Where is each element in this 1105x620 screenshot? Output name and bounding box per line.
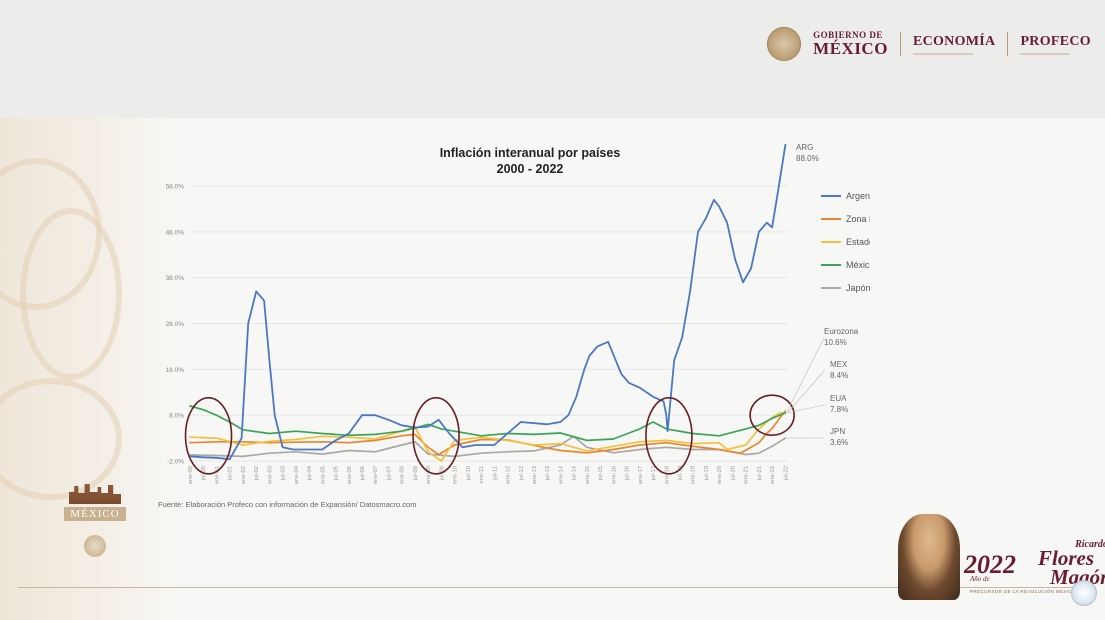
end-label-value: 3.6% — [830, 438, 848, 447]
highlight-circle — [412, 396, 460, 475]
x-tick-label: jul-08 — [413, 466, 419, 481]
end-label: EUA — [830, 394, 847, 403]
chart-source: Fuente: Elaboración Profeco con informac… — [158, 500, 416, 509]
mexico-brand-logo: MÉXICO — [64, 484, 126, 557]
x-tick-label: jul-12 — [519, 466, 525, 481]
highlight-circle — [184, 396, 233, 475]
x-tick-label: jul-13 — [545, 466, 551, 481]
x-tick-label: ene-09 — [426, 466, 432, 484]
seal-icon — [84, 535, 106, 557]
legend-label: México — [846, 260, 870, 270]
gobierno-de-mexico-logo: GOBIERNO DE MÉXICO — [813, 30, 888, 58]
x-tick-label: jul-18 — [678, 466, 684, 481]
leader-line — [787, 404, 825, 414]
x-tick-label: ene-06 — [347, 466, 353, 484]
legend-label: Zona Euro — [846, 214, 870, 224]
x-tick-label: jul-07 — [386, 466, 392, 481]
end-label-value: 7.8% — [830, 405, 848, 414]
x-tick-label: jul-05 — [334, 466, 340, 481]
x-tick-label: jul-20 — [730, 466, 736, 481]
footer-divider — [18, 587, 1078, 588]
y-tick-label: 8.0% — [169, 413, 184, 420]
x-tick-label: jul-14 — [572, 465, 578, 481]
x-tick-label: jul-03 — [281, 466, 287, 481]
y-tick-label: 18.0% — [166, 367, 185, 374]
x-tick-label: jul-02 — [254, 466, 260, 481]
x-tick-label: ene-10 — [453, 466, 459, 484]
x-tick-label: jul-04 — [307, 465, 313, 481]
badge-icon — [1071, 580, 1097, 606]
x-tick-label: ene-14 — [558, 465, 564, 484]
footer-2022-logo: 2022 Año de Ricardo Flores Magón PRECURS… — [896, 512, 1105, 612]
x-tick-label: ene-17 — [638, 466, 644, 484]
y-tick-label: -2.0% — [167, 459, 184, 466]
x-tick-label: ene-20 — [717, 466, 723, 484]
profeco-logo: PROFECO — [1020, 33, 1091, 49]
y-tick-label: 58.0% — [166, 184, 185, 191]
x-tick-label: ene-08 — [400, 466, 406, 484]
end-label: MEX — [830, 360, 848, 369]
y-tick-label: 48.0% — [166, 229, 185, 236]
x-tick-label: ene-04 — [294, 465, 300, 484]
x-tick-label: jul-21 — [757, 466, 763, 481]
series-line-méxico — [189, 405, 787, 442]
x-tick-label: jul-01 — [228, 466, 234, 481]
end-label: JPN — [830, 427, 845, 436]
series-line-argentina — [189, 143, 787, 461]
y-tick-label: 28.0% — [166, 321, 185, 328]
series-line-estados-unidos — [189, 412, 787, 462]
x-tick-label: jul-06 — [360, 466, 366, 481]
x-tick-label: ene-16 — [611, 466, 617, 484]
x-tick-label: ene-21 — [744, 466, 750, 484]
x-tick-label: ene-02 — [241, 466, 247, 484]
ricardo-flores-magon-portrait — [898, 514, 960, 600]
logo-separator — [1007, 32, 1009, 56]
legend-label: Estados Unidos — [846, 237, 870, 247]
header-band — [0, 0, 1105, 118]
x-tick-label: ene-00 — [188, 466, 194, 484]
town-silhouette-icon — [69, 484, 121, 504]
x-tick-label: jul-22 — [783, 466, 789, 481]
x-tick-label: ene-12 — [506, 466, 512, 484]
chart-subtitle: 2000 - 2022 — [497, 162, 564, 176]
y-tick-label: 38.0% — [166, 275, 185, 282]
x-tick-label: ene-05 — [320, 466, 326, 484]
x-tick-label: ene-13 — [532, 466, 538, 484]
x-tick-label: jul-16 — [625, 466, 631, 481]
end-label: Eurozona — [824, 327, 859, 336]
x-tick-label: ene-15 — [585, 466, 591, 484]
economia-logo: ECONOMÍA — [912, 33, 996, 49]
x-tick-label: jul-19 — [704, 466, 710, 481]
x-tick-label: ene-18 — [664, 466, 670, 484]
series-line-japón — [189, 435, 787, 458]
x-tick-label: jul-11 — [492, 466, 498, 481]
chart-title: Inflación interanual por países — [440, 146, 621, 160]
end-label-value: 8.4% — [830, 371, 848, 380]
national-seal-icon — [767, 27, 802, 61]
end-label: ARG — [796, 143, 813, 152]
x-tick-label: ene-11 — [479, 466, 485, 484]
legend-label: Japón — [846, 283, 870, 293]
highlight-circle — [645, 396, 693, 475]
leader-line — [787, 337, 825, 412]
end-label-value: 10.6% — [824, 338, 847, 347]
x-tick-label: ene-03 — [267, 466, 273, 484]
leader-line — [787, 370, 825, 414]
x-tick-label: ene-19 — [691, 466, 697, 484]
x-tick-label: ene-22 — [770, 466, 776, 484]
x-tick-label: ene-07 — [373, 466, 379, 484]
x-tick-label: jul-15 — [598, 466, 604, 481]
x-tick-label: jul-17 — [651, 466, 657, 481]
x-tick-label: jul-10 — [466, 466, 472, 481]
highlight-circle — [749, 394, 795, 436]
header-logos: GOBIERNO DE MÉXICO ECONOMÍA PROFECO — [767, 24, 1091, 64]
legend-label: Argentina — [846, 191, 870, 201]
x-tick-label: jul-09 — [439, 466, 445, 481]
x-tick-label: ene-01 — [214, 466, 220, 484]
inflation-chart: Inflación interanual por países 2000 - 2… — [158, 143, 870, 509]
logo-separator — [899, 32, 901, 56]
end-label-value: 88.0% — [796, 154, 819, 163]
